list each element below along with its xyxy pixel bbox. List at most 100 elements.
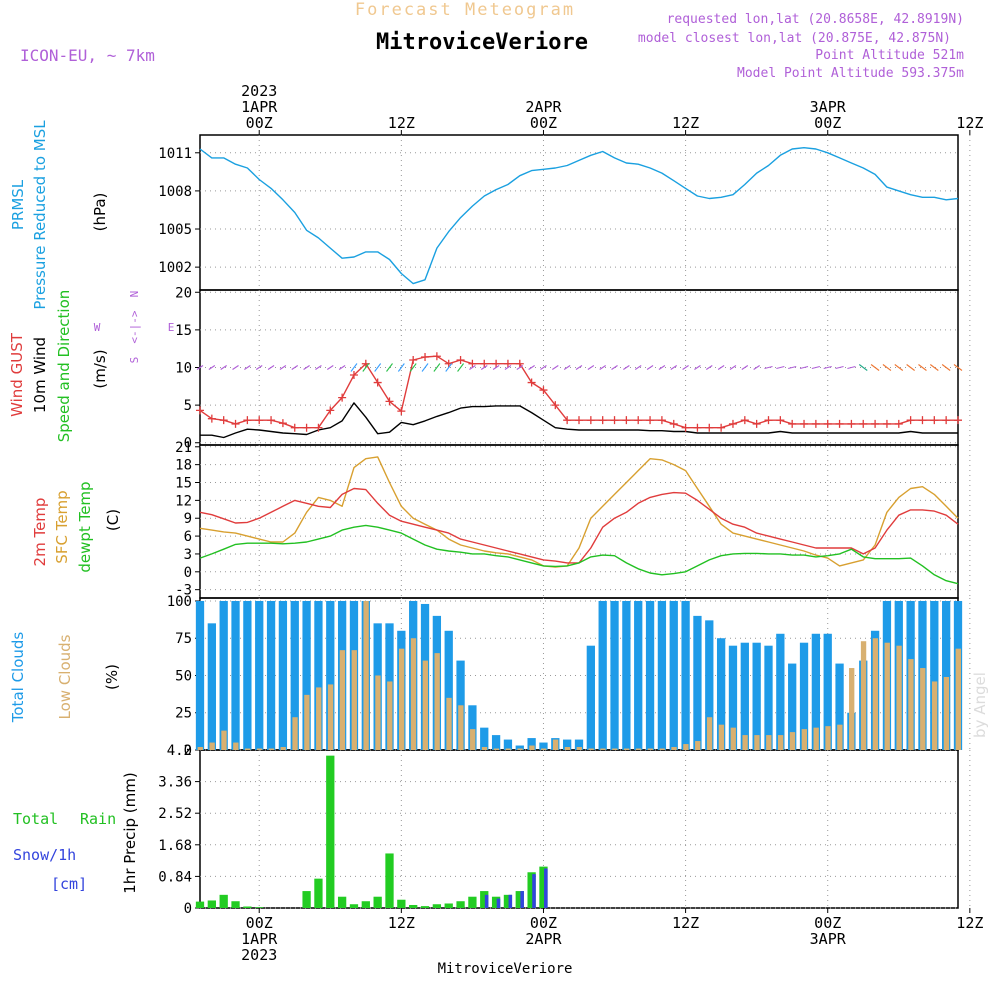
wind-direction-arrow — [611, 365, 618, 370]
total-cloud-bar — [669, 600, 678, 750]
wind-gust-marker — [503, 359, 512, 368]
low-cloud-bar — [470, 729, 476, 750]
wind-gust-marker — [800, 419, 809, 428]
low-cloud-bar — [233, 742, 239, 750]
wind-gust-marker — [657, 416, 666, 425]
snow-bar — [508, 894, 513, 908]
rain-bar — [326, 755, 335, 908]
time-label-bottom: 00Z — [814, 914, 841, 932]
low-cloud-bar — [860, 641, 867, 750]
total-cloud-bar — [657, 600, 667, 750]
time-label-top: 12Z — [388, 114, 415, 132]
total-cloud-bar — [811, 633, 821, 750]
low-cloud-bar — [718, 724, 725, 750]
wind-direction-arrow — [244, 365, 251, 370]
wind-direction-arrow — [326, 365, 334, 370]
low-cloud-bar — [292, 717, 298, 750]
wind-gust-marker — [456, 355, 465, 364]
wind-direction-arrow — [397, 363, 405, 372]
low-cloud-bar — [517, 748, 523, 750]
wind-direction-arrow — [315, 365, 322, 370]
total-cloud-bar — [574, 739, 584, 750]
low-cloud-bar — [884, 642, 890, 750]
time-label-top: 00Z — [246, 114, 273, 132]
wind-direction-arrow — [658, 365, 666, 370]
rain-bar — [361, 901, 370, 908]
pressure-unit: (hPa) — [91, 193, 109, 232]
wind-direction-arrow — [705, 365, 713, 370]
wind-gust-marker — [385, 397, 394, 406]
ytick-label: 1005 — [158, 222, 192, 238]
wind-direction-arrow — [220, 365, 227, 370]
time-label-top: 2023 — [241, 82, 277, 100]
compass-e: E — [168, 321, 175, 334]
requested-coords: requested lon,lat (20.8658E, 42.8919N) — [667, 12, 964, 27]
compass-glyph: <-|-> — [128, 310, 141, 343]
low-cloud-bar — [363, 600, 369, 750]
wind-direction-arrow — [670, 365, 678, 370]
total-cloud-bar — [278, 600, 288, 750]
low-cloud-bar — [458, 705, 464, 750]
wind-direction-arrow — [858, 364, 868, 371]
wind-direction-arrow — [870, 364, 880, 371]
wind-direction-arrow — [303, 365, 310, 370]
low-cloud-bar — [896, 645, 902, 750]
total-cloud-bar — [740, 642, 749, 750]
low-cloud-bar — [552, 739, 559, 750]
total-cloud-bar — [219, 600, 228, 750]
total-cloud-bar — [835, 663, 844, 750]
low-cloud-bar — [588, 748, 594, 750]
wind-gust-marker — [480, 359, 489, 368]
wind-direction-arrow — [776, 365, 785, 370]
panel-frame-4 — [199, 749, 959, 909]
rain-bar — [314, 878, 323, 908]
compass-s: S — [128, 357, 141, 364]
point-altitude: Point Altitude 521m — [815, 48, 964, 63]
wind-speed-dir-label: Speed and Direction — [55, 290, 73, 443]
total-cloud-bar — [586, 645, 595, 750]
ytick-label: 1008 — [158, 184, 192, 200]
wind-direction-arrow — [894, 364, 904, 371]
low-cloud-bar — [647, 748, 654, 750]
low-cloud-bar — [268, 748, 275, 750]
ytick-label: 15 — [175, 323, 192, 339]
pressure-label-2: Pressure Reduced to MSL — [31, 120, 49, 310]
ytick-label: 12 — [175, 493, 192, 509]
wind-direction-arrow — [291, 365, 299, 370]
sfc-temp-line — [199, 456, 959, 568]
wind-direction-arrow — [682, 365, 689, 370]
rain-bar — [444, 903, 453, 908]
wind-gust-marker — [563, 416, 572, 425]
closest-coords: model closest lon,lat (20.875E, 42.875N) — [638, 31, 951, 46]
low-cloud-bar — [245, 748, 251, 750]
low-cloud-bar — [327, 684, 334, 750]
low-cloud-bar — [434, 653, 440, 750]
temp-sfc-label: SFC Temp — [53, 490, 71, 563]
total-cloud-bar — [563, 739, 572, 750]
low-cloud-bar — [541, 748, 547, 750]
ytick-label: 9 — [184, 511, 192, 527]
low-cloud-bar — [955, 648, 961, 750]
rain-bar — [491, 896, 501, 908]
wind-compass: <-|-> N S W E — [94, 291, 175, 364]
wind-direction-arrow — [469, 365, 476, 370]
wind-direction-arrow — [575, 365, 583, 370]
total-cloud-bar — [622, 600, 631, 750]
wind-10m-label: 10m Wind — [31, 337, 49, 413]
time-label-bottom: 2APR — [525, 930, 562, 948]
wind-direction-arrow — [599, 365, 606, 370]
ytick-label: 0 — [184, 901, 192, 917]
wind-gust-marker — [681, 423, 690, 432]
wind-gust-marker — [776, 416, 785, 425]
plot-layer: 100210051008101105101520-303691215182102… — [158, 82, 983, 964]
total-cloud-bar — [776, 633, 785, 750]
wind-direction-arrow — [409, 363, 417, 372]
wind-direction-arrow — [208, 365, 216, 370]
wind-direction-arrow — [480, 365, 488, 370]
wind-gust-marker — [397, 407, 406, 416]
low-cloud-bar — [505, 748, 511, 750]
rain-bar — [231, 901, 240, 908]
rain-bar — [420, 906, 430, 908]
wind-gust-marker — [255, 416, 264, 425]
low-cloud-bar — [920, 668, 926, 750]
